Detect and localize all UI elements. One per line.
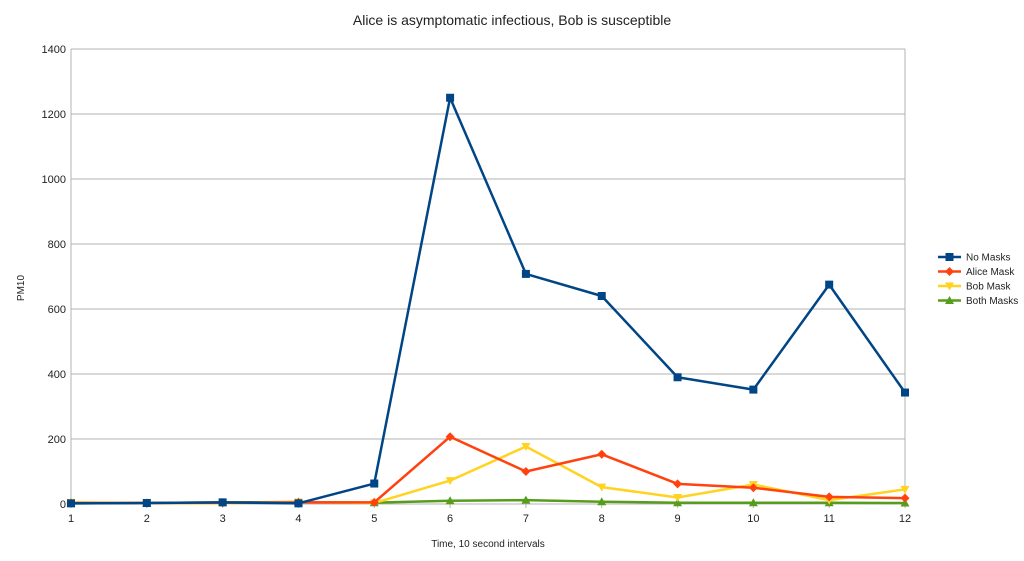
y-tick-label-200: 200 (48, 434, 66, 446)
point-both-masks-9 (673, 498, 683, 507)
point-no-masks-2 (142, 499, 151, 508)
y-tick-label-1000: 1000 (42, 174, 66, 186)
legend-marker-alice-mask (945, 267, 954, 276)
point-no-masks-3 (218, 498, 227, 507)
point-bob-mask-8 (597, 483, 607, 492)
point-alice-mask-7 (521, 467, 531, 476)
legend-label-bob-mask: Bob Mask (966, 282, 1011, 293)
x-tick-label-3: 3 (220, 513, 226, 525)
series-no-masks (67, 93, 909, 508)
series-group (66, 93, 910, 508)
legend-label-no-masks: No Masks (966, 253, 1010, 264)
x-tick-label-5: 5 (371, 513, 377, 525)
y-tick-label-400: 400 (48, 369, 66, 381)
point-no-masks-5 (370, 479, 379, 488)
x-axis-label: Time, 10 second intervals (431, 539, 545, 550)
point-no-masks-12 (901, 388, 909, 397)
point-both-masks-10 (748, 498, 758, 507)
x-tick-label-1: 1 (68, 513, 74, 525)
point-alice-mask-9 (673, 479, 683, 489)
y-tick-label-1200: 1200 (42, 109, 66, 121)
series-both-masks (66, 495, 910, 507)
point-no-masks-1 (67, 499, 75, 508)
x-tick-label-9: 9 (674, 513, 680, 525)
x-tick-label-12: 12 (899, 513, 911, 525)
point-alice-mask-11 (824, 492, 834, 502)
legend-marker-no-masks (945, 253, 954, 261)
series-line-alice-mask (71, 435, 906, 505)
legend-label-alice-mask: Alice Mask (966, 267, 1015, 278)
point-no-masks-6 (446, 93, 455, 102)
point-bob-mask-9 (673, 494, 683, 502)
point-alice-mask-6 (445, 432, 455, 442)
point-no-masks-8 (597, 292, 606, 300)
legend-item-bob-mask: Bob Mask (938, 282, 1011, 293)
y-axis-label: PM10 (16, 275, 27, 302)
legend-item-no-masks: No Masks (938, 253, 1010, 264)
point-both-masks-6 (445, 496, 455, 505)
x-tick-label-7: 7 (523, 513, 529, 525)
point-bob-mask-7 (521, 442, 531, 451)
legend-item-alice-mask: Alice Mask (938, 267, 1015, 278)
legend-marker-both-masks (945, 296, 954, 304)
x-tick-label-2: 2 (144, 513, 150, 525)
point-alice-mask-5 (369, 497, 379, 507)
y-tick-label-0: 0 (60, 499, 66, 511)
point-bob-mask-12 (900, 485, 910, 494)
y-tick-label-800: 800 (48, 239, 66, 251)
point-alice-mask-10 (748, 483, 758, 493)
x-tick-label-11: 11 (823, 513, 834, 525)
point-alice-mask-8 (597, 449, 607, 459)
x-tick-label-8: 8 (599, 513, 605, 525)
point-both-masks-8 (597, 497, 607, 506)
series-bob-mask (66, 442, 910, 508)
legend-item-both-masks: Both Masks (938, 296, 1018, 307)
legend-label-both-masks: Both Masks (966, 296, 1018, 307)
point-both-masks-7 (521, 495, 531, 504)
point-bob-mask-6 (445, 477, 455, 486)
series-alice-mask (66, 432, 910, 508)
y-tick-label-600: 600 (48, 304, 66, 316)
x-tick-label-10: 10 (747, 513, 759, 525)
legend-marker-bob-mask (945, 282, 954, 291)
point-no-masks-4 (294, 499, 303, 508)
point-no-masks-11 (825, 280, 834, 289)
point-no-masks-9 (673, 373, 682, 382)
point-alice-mask-12 (900, 493, 910, 503)
gridlines (71, 48, 905, 440)
y-tick-label-1400: 1400 (42, 44, 66, 56)
point-no-masks-7 (521, 269, 530, 278)
chart-title: Alice is asymptomatic infectious, Bob is… (353, 12, 671, 28)
legend: No Masks Alice Mask Bob Mask Both Masks (938, 253, 1018, 307)
point-no-masks-10 (749, 385, 758, 394)
x-tick-label-6: 6 (447, 513, 453, 525)
x-tick-label-4: 4 (295, 513, 301, 525)
series-line-no-masks (70, 96, 907, 505)
